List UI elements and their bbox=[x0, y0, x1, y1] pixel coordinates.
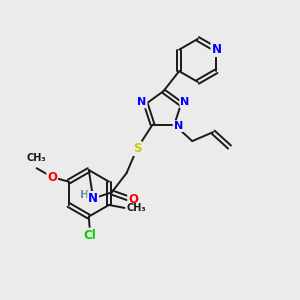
Text: N: N bbox=[180, 98, 190, 107]
Text: O: O bbox=[47, 171, 57, 184]
Text: S: S bbox=[133, 142, 141, 155]
Text: N: N bbox=[174, 121, 183, 131]
Text: O: O bbox=[128, 193, 138, 206]
Text: N: N bbox=[212, 43, 221, 56]
Text: H: H bbox=[80, 190, 89, 200]
Text: N: N bbox=[137, 98, 147, 107]
Text: CH₃: CH₃ bbox=[127, 203, 146, 213]
Text: Cl: Cl bbox=[84, 229, 96, 242]
Text: N: N bbox=[88, 192, 98, 205]
Text: CH₃: CH₃ bbox=[27, 153, 46, 163]
